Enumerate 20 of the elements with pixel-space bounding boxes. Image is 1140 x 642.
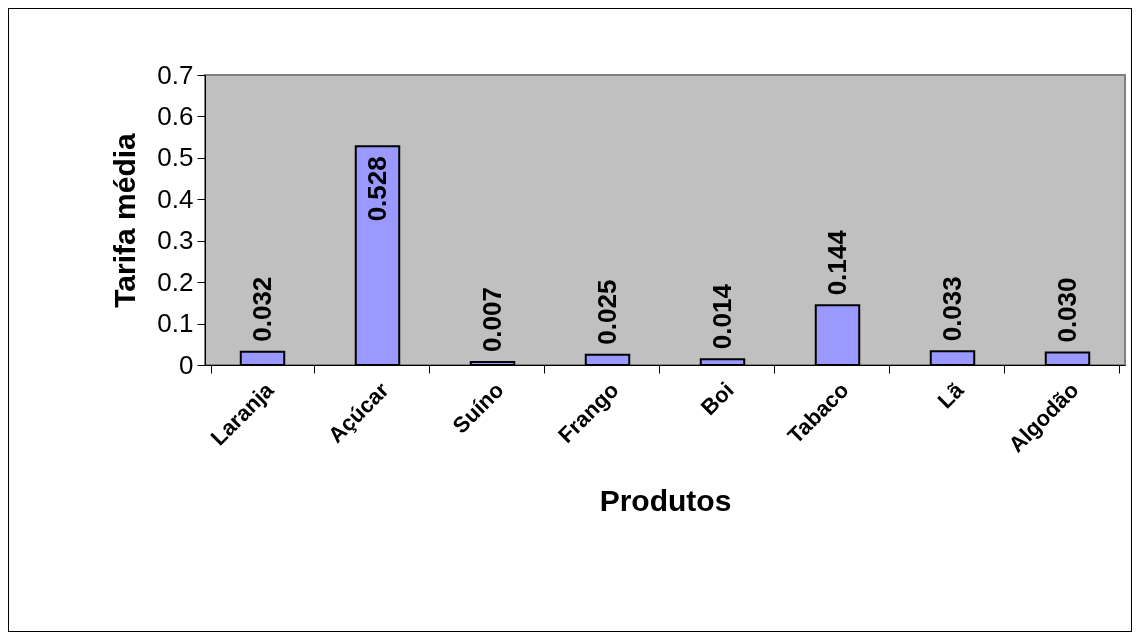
y-tick-label: 0.5: [157, 142, 194, 173]
y-tick-label: 0.2: [157, 266, 194, 297]
y-tick-label: 0.1: [157, 308, 194, 339]
y-tick-label: 0.3: [157, 225, 194, 256]
y-tick-label: 0.6: [157, 100, 194, 131]
data-label: 0.528: [361, 156, 392, 222]
x-tick-label: Boi: [695, 377, 739, 421]
data-label: 0.030: [1051, 277, 1082, 343]
y-axis-title: Tarifa média: [108, 132, 142, 308]
data-label: 0.032: [246, 276, 277, 342]
data-label: 0.014: [706, 283, 737, 350]
y-tick-label: 0: [179, 349, 194, 380]
data-label: 0.033: [936, 276, 967, 342]
y-tick-label: 0.4: [157, 183, 194, 214]
x-axis-title: Produtos: [599, 483, 732, 517]
y-tick-label: 0.7: [157, 59, 194, 90]
data-label: 0.025: [591, 279, 622, 345]
data-label: 0.144: [821, 229, 852, 296]
data-label: 0.007: [476, 287, 507, 353]
x-tick-label: Lã: [932, 376, 970, 414]
